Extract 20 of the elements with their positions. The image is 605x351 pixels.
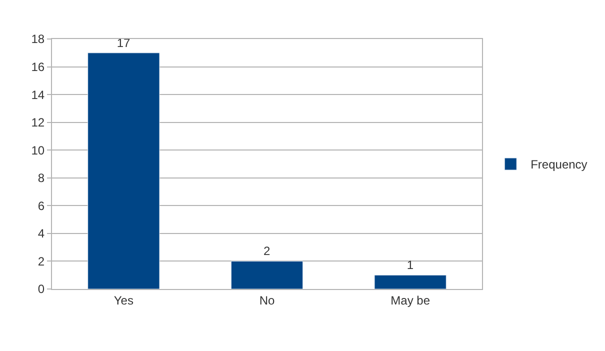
- y-tick-label: 10: [31, 143, 45, 158]
- y-tick-label: 12: [31, 116, 45, 130]
- y-tick-label: 2: [38, 254, 45, 268]
- data-label: 2: [264, 244, 270, 258]
- y-tick-label: 16: [31, 60, 45, 74]
- bar: [88, 52, 160, 289]
- y-tick-label: 8: [38, 171, 45, 186]
- bar: [230, 260, 304, 289]
- legend-label: Frequency: [530, 158, 588, 172]
- y-tick-label: 4: [38, 226, 45, 241]
- data-label: 17: [116, 36, 130, 50]
- x-tick-label: No: [259, 293, 275, 308]
- data-label: 1: [406, 258, 414, 272]
- x-tick-label: Yes: [114, 293, 134, 308]
- y-tick-label: 18: [31, 32, 45, 46]
- bar: [374, 274, 446, 289]
- y-tick-label: 6: [38, 198, 45, 213]
- x-tick-label: May be: [390, 293, 430, 308]
- y-tick-label: 0: [38, 282, 45, 296]
- y-tick-label: 14: [31, 88, 45, 102]
